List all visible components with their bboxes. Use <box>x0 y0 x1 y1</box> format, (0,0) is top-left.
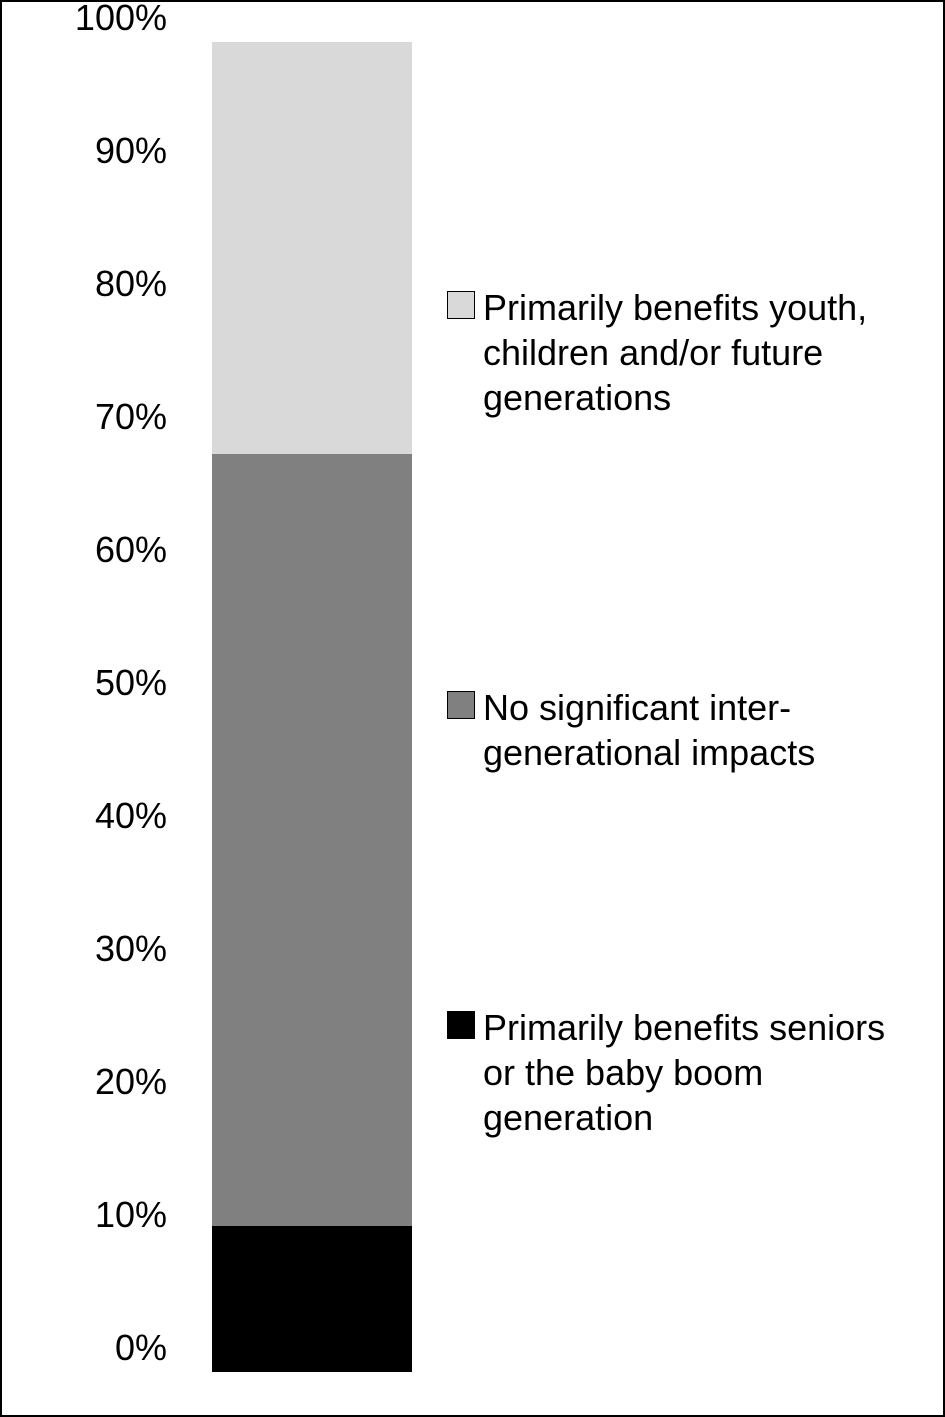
legend-swatch-seniors <box>447 1011 475 1039</box>
bar-segment-youth <box>212 42 412 454</box>
y-tick-30: 30% <box>7 928 167 970</box>
y-tick-40: 40% <box>7 795 167 837</box>
bar-segment-none <box>212 454 412 1225</box>
y-axis: 0% 10% 20% 30% 40% 50% 60% 70% 80% 90% 1… <box>2 42 182 1372</box>
legend-item-none: No significant inter-generational impact… <box>447 685 917 775</box>
y-tick-20: 20% <box>7 1061 167 1103</box>
legend-label-youth: Primarily benefits youth, children and/o… <box>483 285 917 420</box>
y-tick-90: 90% <box>7 130 167 172</box>
legend-swatch-youth <box>447 291 475 319</box>
legend-label-seniors: Primarily benefits seniors or the baby b… <box>483 1005 917 1140</box>
chart-container: 0% 10% 20% 30% 40% 50% 60% 70% 80% 90% 1… <box>0 0 945 1417</box>
y-tick-50: 50% <box>7 662 167 704</box>
y-tick-70: 70% <box>7 396 167 438</box>
y-tick-10: 10% <box>7 1194 167 1236</box>
legend-item-seniors: Primarily benefits seniors or the baby b… <box>447 1005 917 1140</box>
y-tick-100: 100% <box>7 0 167 39</box>
legend-label-none: No significant inter-generational impact… <box>483 685 917 775</box>
bar-segment-seniors <box>212 1226 412 1372</box>
y-tick-60: 60% <box>7 529 167 571</box>
y-tick-80: 80% <box>7 263 167 305</box>
y-tick-0: 0% <box>7 1327 167 1369</box>
plot-area <box>212 42 412 1372</box>
legend-swatch-none <box>447 691 475 719</box>
legend-item-youth: Primarily benefits youth, children and/o… <box>447 285 917 420</box>
